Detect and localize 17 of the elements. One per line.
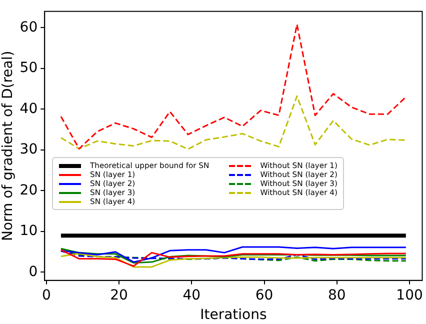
y-tick-label: 10	[20, 223, 38, 240]
line-series	[60, 24, 407, 150]
y-tick-label: 40	[20, 100, 38, 117]
x-tick-label: 80	[328, 287, 346, 304]
x-tick-label: 40	[182, 287, 201, 304]
x-tick-label: 60	[255, 287, 274, 304]
x-tick-label: 0	[42, 287, 51, 304]
line-series	[60, 95, 407, 150]
x-axis-title: Iterations	[200, 307, 267, 324]
x-tick-label: 100	[396, 287, 423, 304]
y-tick-label: 20	[20, 182, 38, 198]
y-tick-label: 50	[20, 60, 38, 76]
y-tick-label: 30	[20, 142, 38, 158]
x-tick-label: 20	[110, 287, 128, 304]
y-tick-label: 0	[28, 264, 38, 280]
y-tick-label: 60	[20, 19, 38, 36]
y-axis-title: Norm of gradient of D(real)	[0, 50, 16, 241]
